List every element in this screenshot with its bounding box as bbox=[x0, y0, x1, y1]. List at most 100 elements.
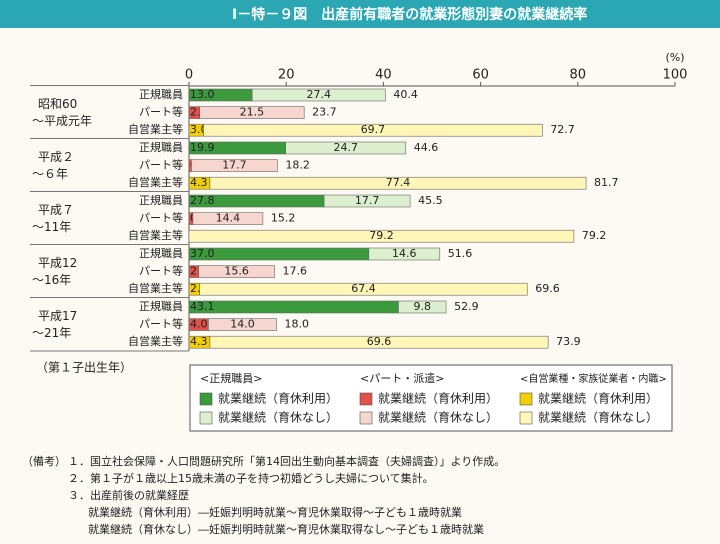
title-bar bbox=[0, 0, 720, 28]
bar-segment bbox=[209, 335, 549, 349]
legend-swatch bbox=[359, 411, 373, 425]
legend-label: 就業継続（育休利用） bbox=[538, 391, 658, 406]
bar-segment bbox=[251, 88, 386, 102]
total-label: 51.6 bbox=[448, 247, 473, 260]
value-label: 67.4 bbox=[351, 282, 376, 295]
note: 就業継続（育休なし）―妊娠判明時就業～育児休業取得なし～子ども１歳時就業 bbox=[88, 522, 484, 536]
group-label: 平成12 bbox=[38, 256, 77, 270]
value-label: 14.0 bbox=[230, 318, 255, 331]
note: ２．第１子が１歳以上15歳未満の子を持つ初婚どうし夫婦について集計。 bbox=[68, 471, 434, 485]
row-label: 正規職員 bbox=[139, 246, 183, 260]
value-label: 14.4 bbox=[216, 212, 241, 225]
note: １．国立社会保障・人口問題研究所「第14回出生動向基本調査（夫婦調査）」より作成… bbox=[68, 454, 505, 468]
total-label: 18.2 bbox=[285, 159, 310, 172]
x-tick-label: 80 bbox=[570, 68, 587, 83]
total-label: 40.4 bbox=[393, 88, 418, 101]
total-label: 15.2 bbox=[271, 212, 296, 225]
value-label: 9.8 bbox=[414, 300, 432, 313]
legend-title: <自営業種・家族従業者・内職> bbox=[520, 372, 667, 385]
value-label: 24.7 bbox=[333, 141, 358, 154]
row-label: 自営業主等 bbox=[128, 334, 183, 348]
group-axis-label: （第１子出生年） bbox=[36, 361, 132, 375]
value-label: 15.6 bbox=[224, 265, 249, 278]
group-label: 平成２ bbox=[38, 150, 74, 164]
group-label: ～16年 bbox=[32, 273, 71, 287]
value-label: 69.6 bbox=[367, 335, 392, 348]
value-label: 21.5 bbox=[240, 106, 265, 119]
bar-segment bbox=[368, 247, 441, 261]
x-tick-label: 100 bbox=[663, 68, 688, 83]
row-label: 正規職員 bbox=[139, 87, 183, 101]
row-label: パート等 bbox=[139, 211, 183, 225]
bar-segment bbox=[208, 318, 277, 331]
row-label: 正規職員 bbox=[139, 299, 183, 313]
row-label: 正規職員 bbox=[139, 140, 183, 154]
legend-label: 就業継続（育休なし） bbox=[218, 410, 338, 425]
legend-label: 就業継続（育休利用） bbox=[218, 391, 338, 406]
value-label: 4.3 bbox=[190, 335, 208, 348]
legend-label: 就業継続（育休利用） bbox=[378, 391, 498, 406]
total-label: 79.2 bbox=[582, 229, 607, 242]
total-label: 69.6 bbox=[535, 282, 560, 295]
value-label: 17.7 bbox=[355, 194, 380, 207]
row-label: パート等 bbox=[139, 317, 183, 331]
bar-segment bbox=[398, 300, 447, 314]
group-label: ～６年 bbox=[32, 167, 68, 181]
group-label: 平成７ bbox=[38, 203, 74, 217]
total-label: 17.6 bbox=[283, 265, 308, 278]
total-label: 45.5 bbox=[418, 194, 443, 207]
note: 就業継続（育休利用）―妊娠判明時就業～育児休業取得～子ども１歳時就業 bbox=[88, 505, 462, 519]
bar-segment bbox=[192, 212, 264, 225]
row-label: 自営業主等 bbox=[128, 228, 183, 242]
x-tick-label: 0 bbox=[185, 68, 193, 83]
notes-label: （備考） bbox=[22, 455, 66, 468]
legend-swatch bbox=[359, 392, 373, 406]
legend-title: <パート・派遣> bbox=[360, 371, 444, 385]
note: ３．出産前後の就業経歴 bbox=[68, 488, 189, 502]
legend-label: 就業継続（育休なし） bbox=[378, 410, 498, 425]
value-label: 14.6 bbox=[392, 247, 417, 260]
legend-swatch bbox=[519, 411, 533, 425]
chart-title: Ⅰ－特－９図 出産前有職者の就業形態別妻の就業継続率 bbox=[232, 6, 587, 23]
bar-segment bbox=[188, 247, 370, 261]
bar-segment bbox=[188, 300, 399, 314]
value-label: 27.4 bbox=[307, 88, 332, 101]
bar-segment bbox=[323, 194, 411, 208]
group-label: ～平成元年 bbox=[32, 114, 92, 128]
value-label: 17.7 bbox=[222, 159, 247, 172]
row-label: 自営業主等 bbox=[128, 281, 183, 295]
unit-label: (%) bbox=[665, 51, 684, 64]
row-label: 正規職員 bbox=[139, 193, 183, 207]
group-label: 昭和60 bbox=[38, 97, 77, 111]
total-label: 18.0 bbox=[284, 318, 309, 331]
legend-label: 就業継続（育休なし） bbox=[538, 410, 658, 425]
x-tick-label: 60 bbox=[472, 68, 489, 83]
value-label: 4.3 bbox=[190, 176, 208, 189]
group-label: ～21年 bbox=[32, 326, 71, 340]
value-label: 3.0 bbox=[190, 123, 208, 136]
bar-segment bbox=[188, 229, 575, 243]
value-label: 69.7 bbox=[361, 123, 386, 136]
value-label: 13.0 bbox=[190, 88, 215, 101]
total-label: 52.9 bbox=[454, 300, 479, 313]
group-label: ～11年 bbox=[32, 220, 71, 234]
x-tick-label: 40 bbox=[375, 68, 392, 83]
bar-segment bbox=[199, 106, 305, 119]
bar-segment bbox=[199, 282, 528, 296]
value-label: 27.8 bbox=[190, 194, 215, 207]
value-label: 19.9 bbox=[190, 141, 215, 154]
bar-segment bbox=[209, 176, 587, 190]
row-label: パート等 bbox=[139, 158, 183, 172]
total-label: 23.7 bbox=[312, 106, 337, 119]
legend-box bbox=[189, 364, 673, 432]
row-label: 自営業主等 bbox=[128, 175, 183, 189]
value-label: 77.4 bbox=[386, 176, 411, 189]
row-label: 自営業主等 bbox=[128, 122, 183, 136]
group-label: 平成17 bbox=[38, 309, 77, 323]
legend-title: <正規職員> bbox=[200, 371, 262, 385]
bar-segment bbox=[285, 141, 407, 155]
legend-swatch bbox=[199, 392, 213, 406]
bar-segment bbox=[191, 159, 278, 172]
bar-segment bbox=[198, 265, 275, 278]
value-label: 37.0 bbox=[190, 247, 215, 260]
